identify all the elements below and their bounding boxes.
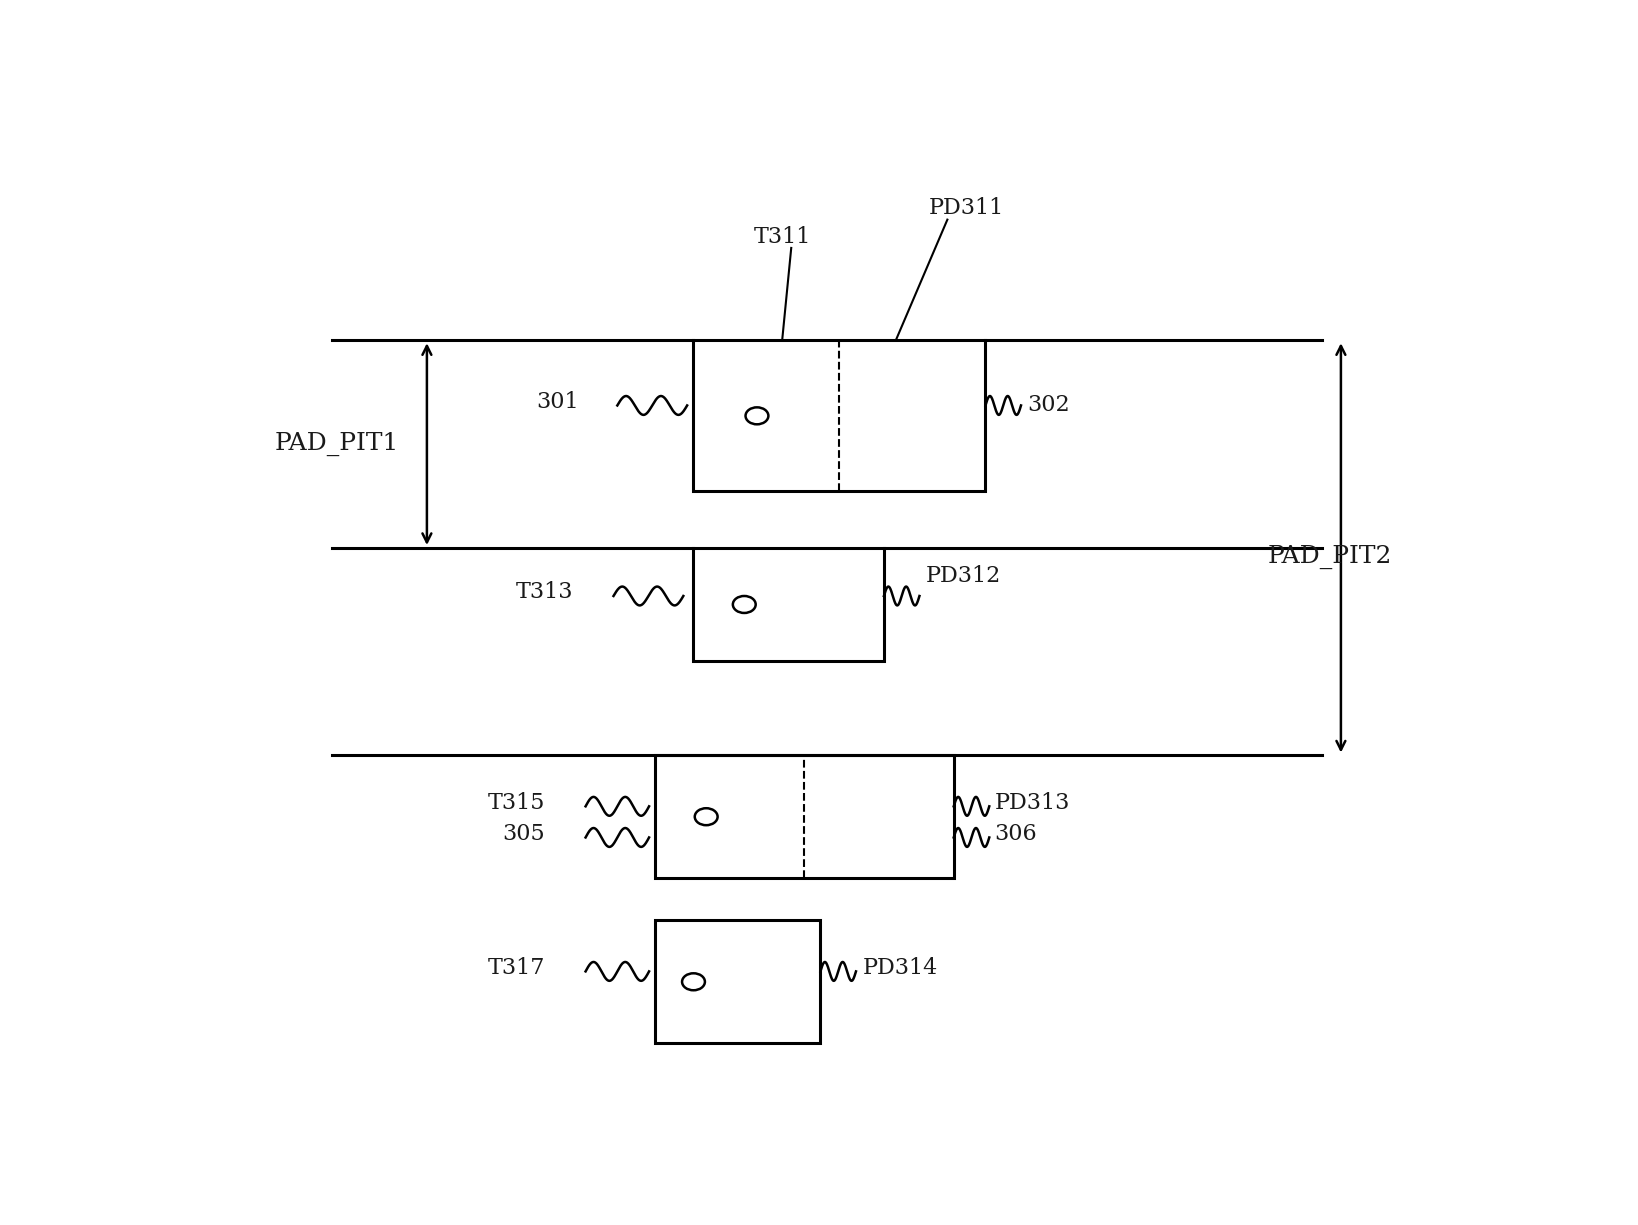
Bar [693,548,885,662]
Text: 301: 301 [537,391,580,413]
Text: PAD_PIT1: PAD_PIT1 [275,432,398,456]
Bar [655,920,821,1044]
Text: PD314: PD314 [862,957,937,979]
Text: PAD_PIT2: PAD_PIT2 [1268,545,1392,570]
Text: PD313: PD313 [994,791,1070,813]
Text: T313: T313 [516,581,573,603]
Bar [655,756,953,878]
Text: PD311: PD311 [929,197,1004,219]
Text: T311: T311 [753,225,811,247]
Text: 302: 302 [1027,394,1070,416]
Text: 306: 306 [994,823,1037,845]
Text: T315: T315 [488,791,545,813]
Text: T317: T317 [488,957,545,979]
Text: 305: 305 [503,823,545,845]
Text: PD312: PD312 [925,565,1001,587]
Bar [693,341,986,491]
